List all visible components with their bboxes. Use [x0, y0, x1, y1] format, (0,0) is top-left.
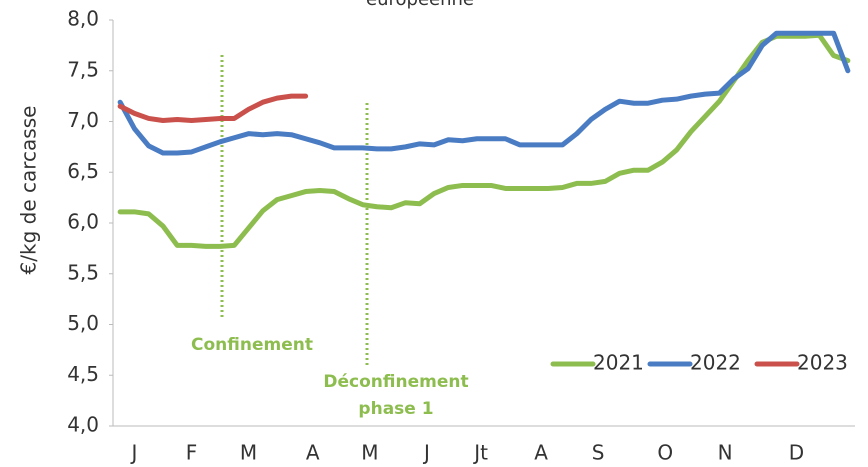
y-tick-label: 7,0: [67, 108, 99, 132]
x-tick-label: D: [789, 441, 804, 465]
annotation: Confinement: [191, 335, 313, 355]
x-tick-label: N: [718, 441, 733, 465]
x-tick-label: M: [361, 441, 378, 465]
annotation: phase 1: [358, 399, 433, 419]
y-axis-label: €/kg de carcasse: [17, 106, 41, 275]
x-tick-label: J: [129, 441, 137, 465]
x-tick-label: A: [534, 441, 548, 465]
y-tick-label: 4,0: [67, 413, 99, 437]
x-tick-label: Jt: [472, 441, 488, 465]
y-tick-label: 6,5: [67, 159, 99, 183]
x-tick-label: O: [657, 441, 673, 465]
annotation: Déconfinement: [323, 372, 468, 392]
y-tick-label: 8,0: [67, 7, 99, 31]
y-tick-label: 7,5: [67, 57, 99, 81]
legend-label: 2023: [797, 351, 848, 375]
line-series: [117, 93, 309, 123]
legend-label: 2021: [593, 351, 644, 375]
x-tick-label: A: [306, 441, 320, 465]
x-tick-label: S: [592, 441, 605, 465]
y-tick-label: 6,0: [67, 210, 99, 234]
y-tick-label: 5,0: [67, 311, 99, 335]
y-tick-label: 5,5: [67, 260, 99, 284]
line-series: [117, 30, 851, 156]
x-tick-label: F: [186, 441, 198, 465]
line-series: [117, 32, 851, 249]
chart-title: européenne: [366, 0, 474, 10]
x-tick-label: M: [240, 441, 257, 465]
x-tick-label: J: [422, 441, 430, 465]
legend-label: 2022: [690, 351, 741, 375]
y-tick-label: 4,5: [67, 362, 99, 386]
